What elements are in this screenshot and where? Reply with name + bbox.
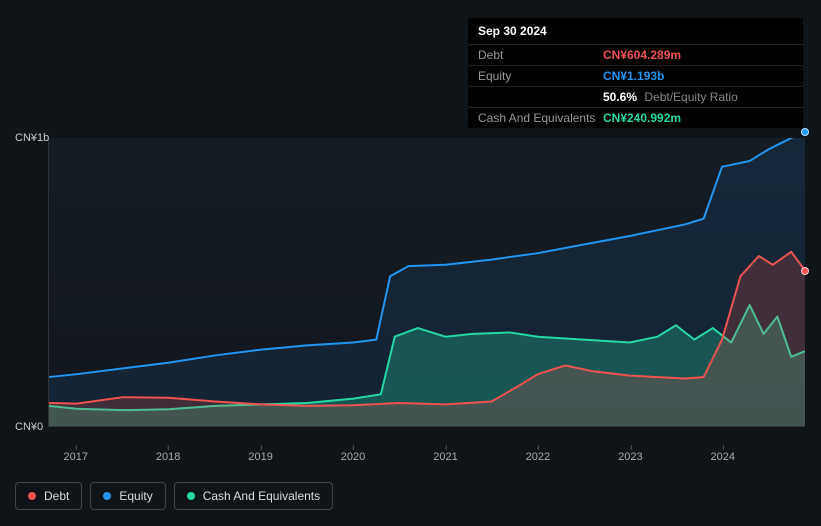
chart-svg — [49, 138, 805, 426]
x-axis-tick: 2018 — [156, 451, 180, 463]
legend-swatch — [103, 492, 111, 500]
x-axis-tick: 2017 — [63, 451, 87, 463]
series-end-marker — [801, 267, 809, 275]
chart-tooltip: Sep 30 2024 Debt CN¥604.289m Equity CN¥1… — [468, 18, 803, 128]
tooltip-row-debt: Debt CN¥604.289m — [468, 44, 803, 65]
legend-item-cash-and-equivalents[interactable]: Cash And Equivalents — [174, 482, 333, 510]
tooltip-row-ratio: 50.6% Debt/Equity Ratio — [468, 86, 803, 107]
chart-legend: Debt Equity Cash And Equivalents — [15, 482, 333, 510]
x-axis-tick: 2024 — [711, 451, 735, 463]
plot-area — [48, 138, 805, 427]
tooltip-row-equity: Equity CN¥1.193b — [468, 65, 803, 86]
series-end-marker — [801, 128, 809, 136]
legend-swatch — [187, 492, 195, 500]
x-axis-tick: 2020 — [341, 451, 365, 463]
tooltip-value: CN¥604.289m — [603, 48, 681, 62]
legend-label: Debt — [44, 489, 69, 503]
y-axis-label: CN¥1b — [15, 132, 45, 144]
x-axis-tick: 2022 — [526, 451, 550, 463]
tooltip-label — [478, 90, 603, 104]
legend-item-debt[interactable]: Debt — [15, 482, 82, 510]
y-axis-label: CN¥0 — [15, 421, 45, 433]
tooltip-label: Cash And Equivalents — [478, 111, 603, 125]
legend-item-equity[interactable]: Equity — [90, 482, 165, 510]
tooltip-ratio: 50.6% Debt/Equity Ratio — [603, 90, 738, 104]
legend-label: Equity — [119, 489, 152, 503]
tooltip-label: Equity — [478, 69, 603, 83]
tooltip-date: Sep 30 2024 — [468, 24, 803, 44]
x-axis: 2017 2018 2019 2020 2021 2022 2023 2024 — [48, 445, 806, 465]
x-axis-tick: 2019 — [248, 451, 272, 463]
tooltip-label: Debt — [478, 48, 603, 62]
legend-label: Cash And Equivalents — [203, 489, 320, 503]
tooltip-value: CN¥240.992m — [603, 111, 681, 125]
x-axis-tick: 2023 — [618, 451, 642, 463]
x-axis-tick: 2021 — [433, 451, 457, 463]
legend-swatch — [28, 492, 36, 500]
tooltip-value: CN¥1.193b — [603, 69, 664, 83]
chart-area[interactable]: CN¥1b CN¥0 — [15, 125, 805, 440]
